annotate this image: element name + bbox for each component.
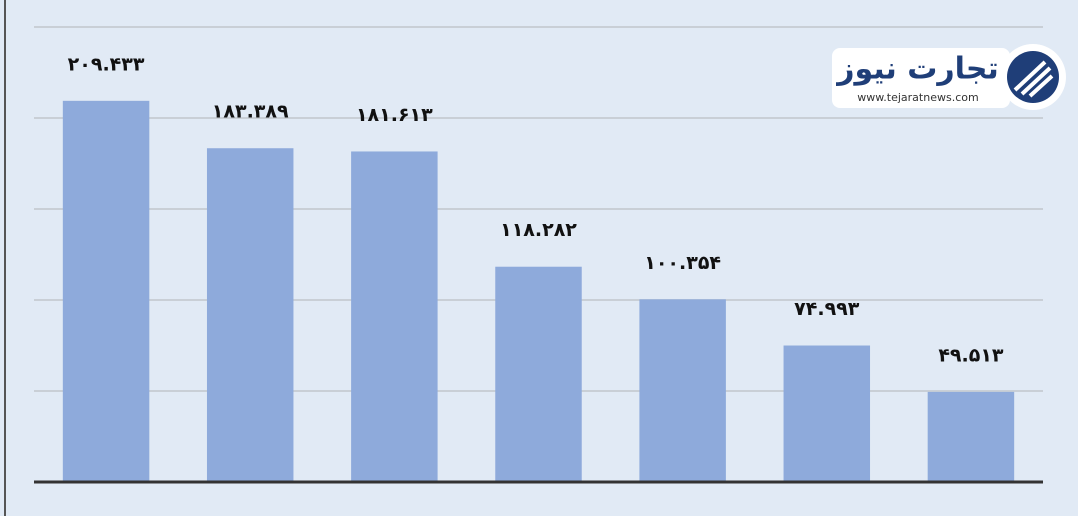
value-label: ۱۸۱.۶۱۳ — [356, 104, 433, 126]
value-label: ۴۹.۵۱۳ — [938, 344, 1004, 366]
bar — [639, 299, 726, 482]
bar — [495, 266, 582, 482]
value-label: ۷۴.۹۹۳ — [794, 298, 860, 320]
value-label: ۱۸۳.۳۸۹ — [212, 101, 289, 123]
value-label: ۱۰۰.۳۵۴ — [644, 252, 721, 274]
value-label: ۱۱۸.۲۸۲ — [500, 219, 577, 241]
bar — [351, 151, 438, 482]
logo-stripes — [1013, 60, 1054, 98]
logo-text: تجارت نیوز — [835, 52, 999, 87]
logo-url: www.tejaratnews.com — [857, 91, 978, 104]
bar — [927, 391, 1015, 482]
logo: تجارت نیوز www.tejaratnews.com — [832, 44, 1066, 110]
bar — [783, 345, 871, 482]
logo-box — [832, 48, 1010, 108]
bar — [206, 148, 294, 482]
value-label: ۲۰۹.۴۳۳ — [68, 53, 145, 75]
bar — [62, 100, 150, 482]
logo-mark — [1007, 51, 1059, 103]
